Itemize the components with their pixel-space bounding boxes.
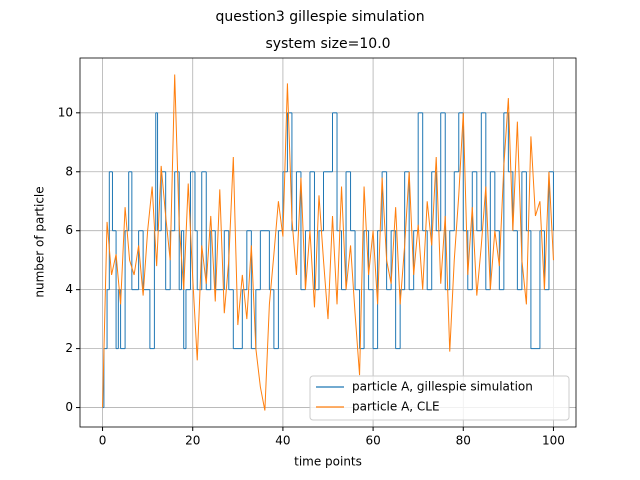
y-tick-label: 10 <box>58 105 73 119</box>
x-tick-label: 20 <box>185 434 200 448</box>
y-tick-label: 4 <box>65 282 73 296</box>
series-line <box>102 74 554 411</box>
x-tick-label: 60 <box>365 434 380 448</box>
x-tick-label: 100 <box>542 434 565 448</box>
y-tick-label: 0 <box>65 400 73 414</box>
chart-title: question3 gillespie simulation <box>215 9 424 25</box>
x-tick-label: 80 <box>456 434 471 448</box>
legend-label: particle A, CLE <box>352 400 440 414</box>
legend-label: particle A, gillespie simulation <box>352 380 533 394</box>
y-axis-label: number of particle <box>33 186 47 297</box>
x-tick-label: 0 <box>99 434 107 448</box>
plot-frame <box>79 57 577 428</box>
x-axis-label: time points <box>294 455 362 469</box>
y-tick-label: 2 <box>65 341 73 355</box>
x-tick-label: 40 <box>275 434 290 448</box>
legend-box <box>309 375 570 421</box>
y-tick-label: 6 <box>65 223 73 237</box>
chart-subtitle: system size=10.0 <box>265 36 390 52</box>
y-tick-label: 8 <box>65 164 73 178</box>
